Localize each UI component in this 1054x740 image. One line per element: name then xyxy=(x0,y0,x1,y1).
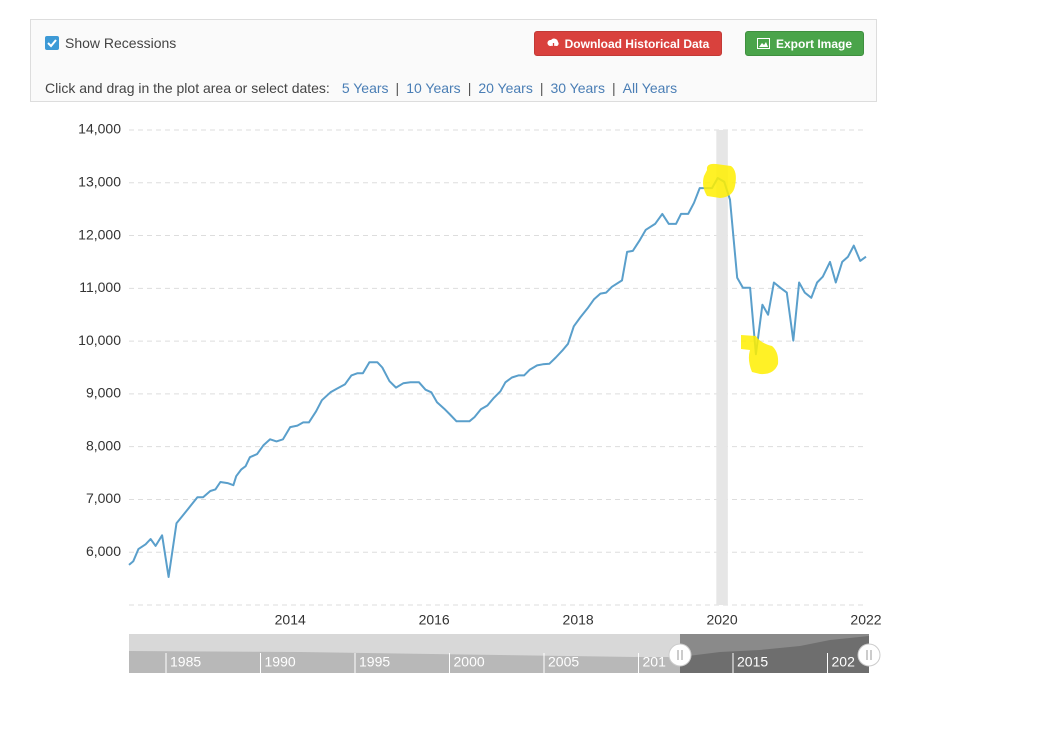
button-label: Export Image xyxy=(775,37,853,51)
navigator-handles xyxy=(668,643,881,667)
recession-band xyxy=(716,130,728,605)
date-links: 5 Years | 10 Years | 20 Years | 30 Years | All Y… xyxy=(342,80,677,96)
x-tick-label: 2016 xyxy=(419,612,450,628)
navigator-label: 1985 xyxy=(170,654,201,670)
date-link[interactable]: 30 Years xyxy=(550,80,605,96)
y-tick-label: 13,000 xyxy=(78,173,121,189)
navigator-handle[interactable] xyxy=(668,643,692,667)
x-tick-label: 2014 xyxy=(275,612,306,628)
navigator-label: 201 xyxy=(643,654,667,670)
highlight-mark xyxy=(741,335,779,375)
date-link[interactable]: 10 Years xyxy=(406,80,461,96)
y-tick-label: 8,000 xyxy=(86,437,121,453)
highlight-mark xyxy=(703,163,736,198)
y-tick-label: 12,000 xyxy=(78,226,121,242)
navigator: 1985 1990 1995 2000 2005 201 2015 202 xyxy=(129,634,869,673)
y-tick-label: 9,000 xyxy=(86,385,121,401)
handle-grip xyxy=(677,650,683,660)
date-link[interactable]: 5 Years xyxy=(341,80,389,96)
navigator-handle[interactable] xyxy=(857,643,881,667)
y-tick-label: 10,000 xyxy=(78,332,121,348)
button-label: Download Historical Data xyxy=(564,37,710,51)
export-button[interactable]: Export Image xyxy=(745,31,864,56)
navigator-area xyxy=(680,636,869,673)
y-tick-label: 6,000 xyxy=(86,543,121,559)
navigator-label: 2015 xyxy=(737,654,768,670)
prompt-text: Click and drag in the plot area or selec… xyxy=(45,80,330,96)
navigator-label: 2000 xyxy=(454,654,485,670)
navigator-area xyxy=(129,651,680,673)
separator: | xyxy=(467,80,472,96)
checkbox-label[interactable]: Show Recessions xyxy=(65,35,177,51)
navigator-label: 1995 xyxy=(359,654,390,670)
handle-grip xyxy=(866,650,872,660)
cloud-icon xyxy=(547,38,559,49)
x-tick-label: 2018 xyxy=(563,612,594,628)
separator: | xyxy=(611,80,616,96)
y-tick-label: 7,000 xyxy=(86,490,121,506)
check-mark xyxy=(47,39,57,48)
x-tick-label: 2020 xyxy=(706,612,737,628)
navigator-label: 202 xyxy=(832,654,856,670)
y-tick-label: 11,000 xyxy=(79,279,121,295)
controls-panel: Show Recessions Download Historical Data… xyxy=(30,19,877,102)
image-icon xyxy=(756,38,770,49)
date-selector: Click and drag in the plot area or selec… xyxy=(45,80,677,96)
date-link[interactable]: All Years xyxy=(622,80,678,96)
separator: | xyxy=(395,80,400,96)
y-tick-label: 14,000 xyxy=(78,121,121,137)
x-tick-label: 2022 xyxy=(850,612,881,628)
recession-checkbox[interactable] xyxy=(45,36,59,50)
separator: | xyxy=(539,80,544,96)
navigator-label: 1990 xyxy=(265,654,296,670)
plot-area: 6,000 7,000 8,000 9,000 10,000 11,000 12,000 13… xyxy=(78,121,882,628)
navigator-label: 2005 xyxy=(548,654,579,670)
date-link[interactable]: 20 Years xyxy=(478,80,533,96)
download-button[interactable]: Download Historical Data xyxy=(534,31,722,56)
data-line xyxy=(128,177,867,578)
